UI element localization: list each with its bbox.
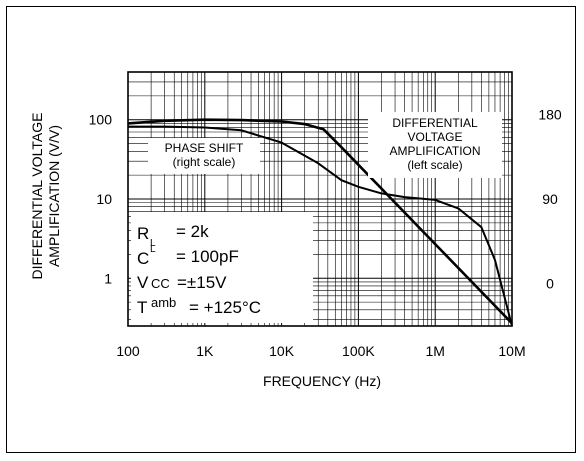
svg-text:C: C [137, 249, 149, 268]
svg-text:= 2k: = 2k [176, 222, 209, 241]
annotation-cl: C L = 100pF [137, 244, 239, 268]
x-tick-label: 10M [498, 343, 525, 359]
phase-label-line-1: PHASE SHIFT [165, 141, 244, 155]
y-axis-label-line-1: DIFFERENTIAL VOLTAGE [29, 113, 45, 280]
plot-border [127, 71, 513, 327]
svg-text:L: L [150, 238, 156, 249]
x-tick-label: 100K [342, 343, 375, 359]
x-axis-label: FREQUENCY (Hz) [263, 373, 381, 389]
y-axis-label-line-2: AMPLIFICATION (V/V) [46, 125, 62, 267]
annotation-tamb: T amb = +125°C [137, 295, 261, 317]
y-left-tick-label: 1 [104, 270, 112, 286]
svg-text:CC: CC [151, 276, 170, 291]
amplification-label-line-4: (left scale) [407, 158, 462, 172]
amplification-label-line-1: DIFFERENTIAL [392, 116, 478, 130]
svg-text:amb: amb [151, 295, 176, 310]
amplification-curve [127, 118, 513, 325]
phase-shift-curve [128, 125, 513, 327]
phase-label-line-2: (right scale) [173, 155, 236, 169]
tick-labels: 100 1K 10K 100K 1M 10M 1 10 100 0 90 180 [89, 106, 562, 359]
svg-text:=±15V: =±15V [177, 273, 227, 292]
svg-text:R: R [137, 224, 149, 243]
svg-text:= +125°C: = +125°C [189, 298, 261, 317]
conditions-box [131, 212, 313, 323]
svg-text:T: T [137, 298, 147, 317]
y-right-tick-label: 90 [542, 191, 558, 207]
x-tick-label: 10K [269, 343, 295, 359]
phase-label-bg [148, 138, 260, 174]
annotation-rl: R L = 2k [137, 222, 209, 249]
y-right-tick-label: 180 [538, 106, 562, 122]
svg-text:= 100pF: = 100pF [176, 247, 239, 266]
amplification-label-bg [368, 112, 502, 178]
y-left-tick-label: 10 [96, 191, 112, 207]
y-left-tick-label: 100 [89, 112, 113, 128]
svg-text:V: V [137, 273, 149, 292]
x-tick-label: 100 [116, 343, 140, 359]
x-tick-label: 1K [196, 343, 214, 359]
amplification-label-line-3: AMPLIFICATION [389, 144, 480, 158]
annotation-vcc: V CC =±15V [137, 273, 227, 292]
x-tick-label: 1M [425, 343, 444, 359]
curves [127, 118, 513, 327]
svg-text:L: L [150, 244, 156, 255]
y-right-tick-label: 0 [546, 276, 554, 292]
amplification-label-line-2: VOLTAGE [408, 130, 463, 144]
